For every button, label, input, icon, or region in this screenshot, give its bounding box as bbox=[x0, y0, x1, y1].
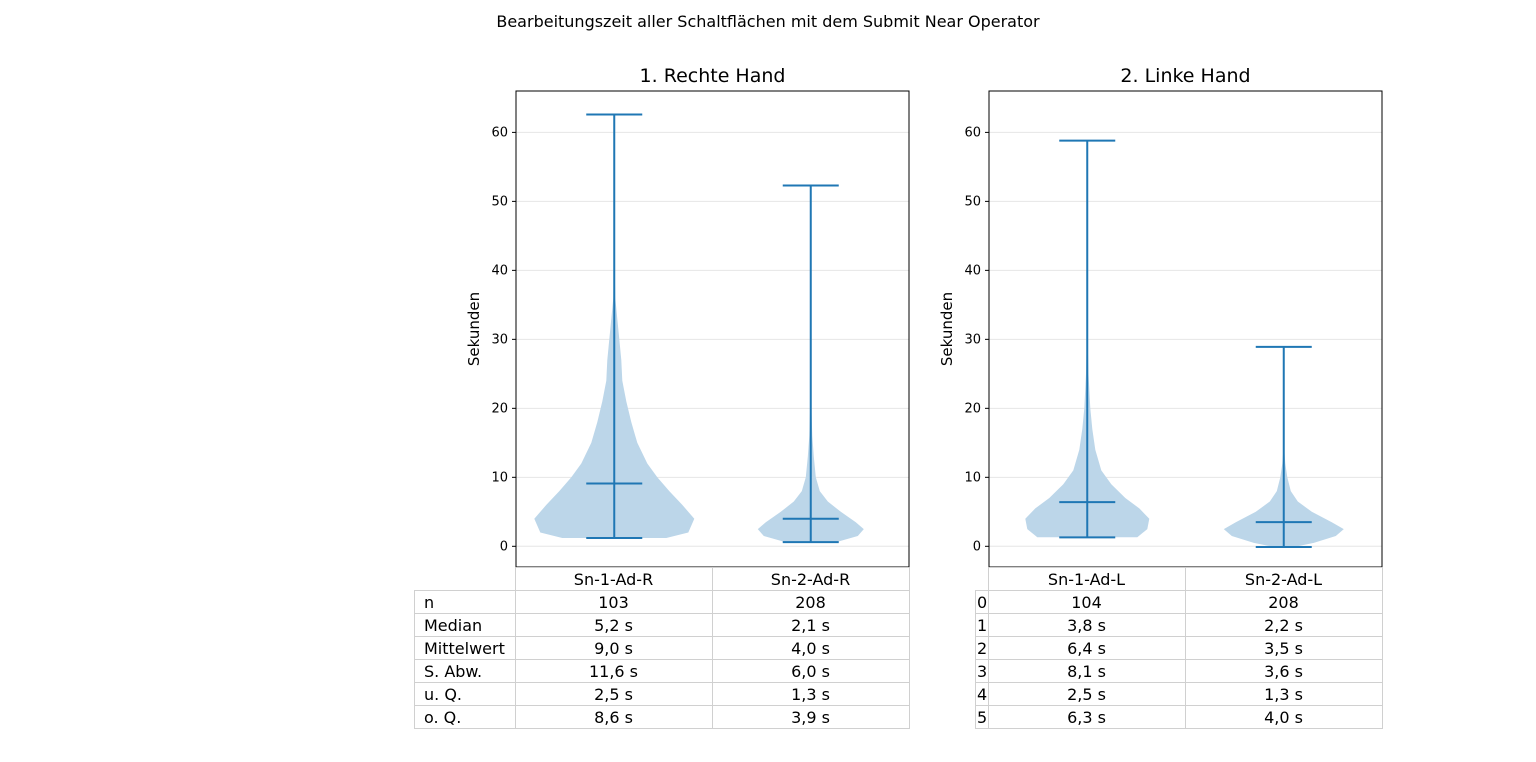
row-label: Median bbox=[414, 613, 516, 637]
row-index: 1 bbox=[975, 613, 989, 637]
table-row: 0 104 208 bbox=[975, 590, 1383, 614]
y-axis-label: Sekunden bbox=[465, 292, 483, 366]
y-tick-label: 50 bbox=[964, 194, 981, 209]
table-cell: 5,2 s bbox=[514, 613, 713, 637]
y-tick-label: 50 bbox=[491, 194, 508, 209]
table-row: Mittelwert 9,0 s 4,0 s bbox=[414, 636, 910, 660]
y-tick-label: 30 bbox=[491, 332, 508, 347]
table-cell: 6,4 s bbox=[987, 636, 1186, 660]
table-cell: 3,5 s bbox=[1184, 636, 1383, 660]
table-cell: 2,2 s bbox=[1184, 613, 1383, 637]
panel-title: 1. Rechte Hand bbox=[640, 65, 786, 87]
table-cell: 8,1 s bbox=[987, 659, 1186, 683]
table-cell: 9,0 s bbox=[514, 636, 713, 660]
y-tick-label: 60 bbox=[491, 125, 508, 140]
table-cell: 3,8 s bbox=[987, 613, 1186, 637]
table-cell: 3,9 s bbox=[711, 705, 910, 729]
stats-table-left-hand: Sn-1-Ad-L Sn-2-Ad-L 0 104 208 1 3,8 s 2,… bbox=[975, 567, 1383, 729]
table-row: u. Q. 2,5 s 1,3 s bbox=[414, 682, 910, 706]
panel-title: 2. Linke Hand bbox=[1120, 65, 1250, 87]
y-tick-label: 40 bbox=[491, 263, 508, 278]
y-tick-label: 20 bbox=[491, 401, 508, 416]
y-tick-label: 0 bbox=[500, 539, 508, 554]
table-cell: 4,0 s bbox=[711, 636, 910, 660]
stats-table-right-hand: Sn-1-Ad-R Sn-2-Ad-R n 103 208 Median 5,2… bbox=[414, 567, 910, 729]
y-tick-label: 40 bbox=[964, 263, 981, 278]
table-row: 3 8,1 s 3,6 s bbox=[975, 659, 1383, 683]
table-cell: 208 bbox=[711, 590, 910, 614]
table-cell: 1,3 s bbox=[711, 682, 910, 706]
table-row: n 103 208 bbox=[414, 590, 910, 614]
table-row: Median 5,2 s 2,1 s bbox=[414, 613, 910, 637]
table-cell: 4,0 s bbox=[1184, 705, 1383, 729]
table-cell: 1,3 s bbox=[1184, 682, 1383, 706]
column-header: Sn-2-Ad-R bbox=[711, 567, 910, 591]
table-cell: 6,0 s bbox=[711, 659, 910, 683]
row-index: 4 bbox=[975, 682, 989, 706]
table-row: 2 6,4 s 3,5 s bbox=[975, 636, 1383, 660]
y-tick-label: 30 bbox=[964, 332, 981, 347]
axes-frame bbox=[988, 90, 1383, 568]
y-tick-label: 0 bbox=[973, 539, 981, 554]
table-cell: 8,6 s bbox=[514, 705, 713, 729]
table-cell: 2,5 s bbox=[987, 682, 1186, 706]
row-index: 0 bbox=[975, 590, 989, 614]
column-header: Sn-1-Ad-R bbox=[514, 567, 713, 591]
table-cell: 3,6 s bbox=[1184, 659, 1383, 683]
column-header: Sn-1-Ad-L bbox=[987, 567, 1186, 591]
row-label: S. Abw. bbox=[414, 659, 516, 683]
row-label: u. Q. bbox=[414, 682, 516, 706]
table-row: S. Abw. 11,6 s 6,0 s bbox=[414, 659, 910, 683]
table-cell: 6,3 s bbox=[987, 705, 1186, 729]
row-index: 2 bbox=[975, 636, 989, 660]
table-cell: 103 bbox=[514, 590, 713, 614]
figure-title: Bearbeitungszeit aller Schaltflächen mit… bbox=[496, 12, 1040, 31]
table-cell: 2,5 s bbox=[514, 682, 713, 706]
y-tick-label: 10 bbox=[491, 470, 508, 485]
row-label: Mittelwert bbox=[414, 636, 516, 660]
table-cell: 2,1 s bbox=[711, 613, 910, 637]
row-index: 5 bbox=[975, 705, 989, 729]
table-row: o. Q. 8,6 s 3,9 s bbox=[414, 705, 910, 729]
table-row: 1 3,8 s 2,2 s bbox=[975, 613, 1383, 637]
row-label: o. Q. bbox=[414, 705, 516, 729]
row-index: 3 bbox=[975, 659, 989, 683]
table-row: 4 2,5 s 1,3 s bbox=[975, 682, 1383, 706]
row-label: n bbox=[414, 590, 516, 614]
table-cell: 11,6 s bbox=[514, 659, 713, 683]
y-axis-label: Sekunden bbox=[938, 292, 956, 366]
y-tick-label: 60 bbox=[964, 125, 981, 140]
table-row: 5 6,3 s 4,0 s bbox=[975, 705, 1383, 729]
y-tick-label: 10 bbox=[964, 470, 981, 485]
column-header: Sn-2-Ad-L bbox=[1184, 567, 1383, 591]
table-cell: 104 bbox=[987, 590, 1186, 614]
y-tick-label: 20 bbox=[964, 401, 981, 416]
table-cell: 208 bbox=[1184, 590, 1383, 614]
